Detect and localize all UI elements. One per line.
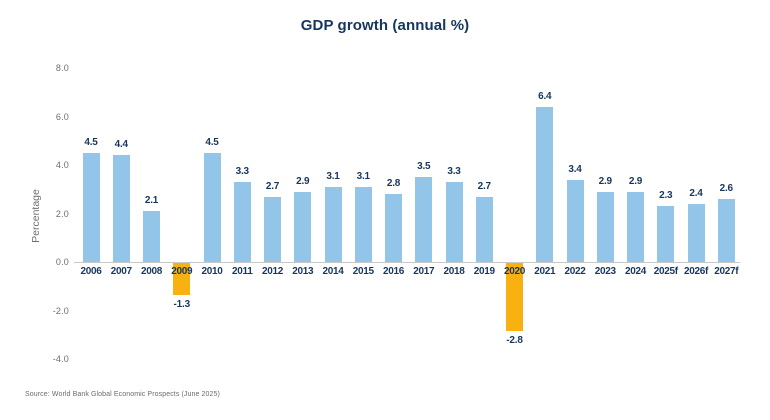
- bar-2024: [627, 191, 644, 262]
- x-label-2009: 2009: [171, 266, 193, 277]
- x-label-2022: 2022: [564, 266, 586, 277]
- value-label-2008: 2.1: [144, 195, 159, 207]
- x-label-2014: 2014: [322, 266, 344, 277]
- y-tick-0.0: 0.0: [55, 257, 69, 267]
- x-label-2017: 2017: [413, 266, 435, 277]
- bar-2011: [233, 181, 251, 262]
- x-label-2015: 2015: [352, 266, 374, 277]
- value-label-2007: 4.4: [114, 139, 129, 151]
- value-label-2027f: 2.6: [719, 182, 734, 194]
- x-label-2020: 2020: [503, 266, 526, 277]
- x-label-2023: 2023: [594, 266, 616, 277]
- bar-2026f: [687, 203, 705, 262]
- value-label-2011: 3.3: [235, 165, 250, 177]
- x-label-2013: 2013: [292, 266, 314, 277]
- bar-2008: [143, 211, 160, 262]
- value-label-2015: 3.1: [356, 170, 371, 182]
- value-label-2025f: 2.3: [659, 190, 673, 202]
- bar-2013: [294, 191, 312, 262]
- bar-2018: [445, 181, 463, 262]
- bar-2010: [203, 152, 221, 262]
- bar-2014: [324, 186, 342, 262]
- y-tick-8.0: 8.0: [55, 63, 69, 73]
- value-label-2024: 2.9: [628, 175, 643, 187]
- bar-2027f: [717, 198, 735, 262]
- bar-2020: [506, 263, 523, 331]
- x-label-2011: 2011: [232, 266, 253, 277]
- value-label-2022: 3.4: [568, 163, 582, 175]
- bar-2006: [82, 152, 100, 262]
- value-label-2021: 6.4: [538, 90, 552, 102]
- source-note: Source: World Bank Global Economic Prosp…: [25, 391, 220, 398]
- value-label-2014: 3.1: [326, 170, 340, 182]
- x-axis-line: [74, 262, 740, 263]
- x-label-2018: 2018: [443, 266, 465, 277]
- value-label-2023: 2.9: [598, 175, 613, 187]
- x-label-2021: 2021: [534, 266, 556, 277]
- y-tick--2.0: -2.0: [52, 305, 69, 316]
- y-tick-4.0: 4.0: [55, 160, 69, 170]
- value-label-2016: 2.8: [386, 178, 401, 190]
- x-label-2026f: 2026f: [683, 266, 709, 277]
- bar-2015: [354, 186, 372, 262]
- value-label-2026f: 2.4: [689, 187, 703, 199]
- bar-2021: [536, 106, 554, 262]
- bar-2012: [264, 196, 281, 262]
- chart-title: GDP growth (annual %): [300, 17, 470, 34]
- x-label-2016: 2016: [382, 266, 405, 277]
- value-label-2012: 2.7: [265, 180, 280, 192]
- x-label-2027f: 2027f: [714, 266, 739, 277]
- value-label-2006: 4.5: [84, 136, 98, 148]
- value-label-2010: 4.5: [205, 136, 219, 148]
- bar-2023: [596, 191, 614, 262]
- value-label-2019: 2.7: [477, 180, 492, 192]
- y-tick-6.0: 6.0: [55, 111, 69, 122]
- x-label-2007: 2007: [110, 266, 132, 277]
- bar-2007: [112, 155, 130, 262]
- x-label-2019: 2019: [473, 266, 495, 277]
- bar-2016: [385, 194, 402, 262]
- bar-2009: [173, 263, 191, 295]
- x-label-2006: 2006: [80, 266, 102, 277]
- value-label-2020: -2.8: [506, 334, 523, 346]
- y-tick--4.0: -4.0: [52, 354, 69, 364]
- y-tick-2.0: 2.0: [55, 208, 69, 219]
- bar-2019: [475, 196, 493, 262]
- bar-2025f: [657, 206, 675, 262]
- bar-2022: [566, 179, 584, 262]
- value-label-2018: 3.3: [447, 165, 461, 177]
- value-label-2013: 2.9: [296, 175, 310, 187]
- x-label-2024: 2024: [624, 266, 647, 277]
- bar-2017: [415, 177, 433, 262]
- x-label-2010: 2010: [201, 266, 223, 277]
- x-label-2025f: 2025f: [653, 266, 678, 277]
- value-label-2017: 3.5: [417, 161, 431, 173]
- x-label-2008: 2008: [140, 266, 163, 277]
- x-label-2012: 2012: [261, 266, 284, 277]
- value-label-2009: -1.3: [173, 298, 191, 310]
